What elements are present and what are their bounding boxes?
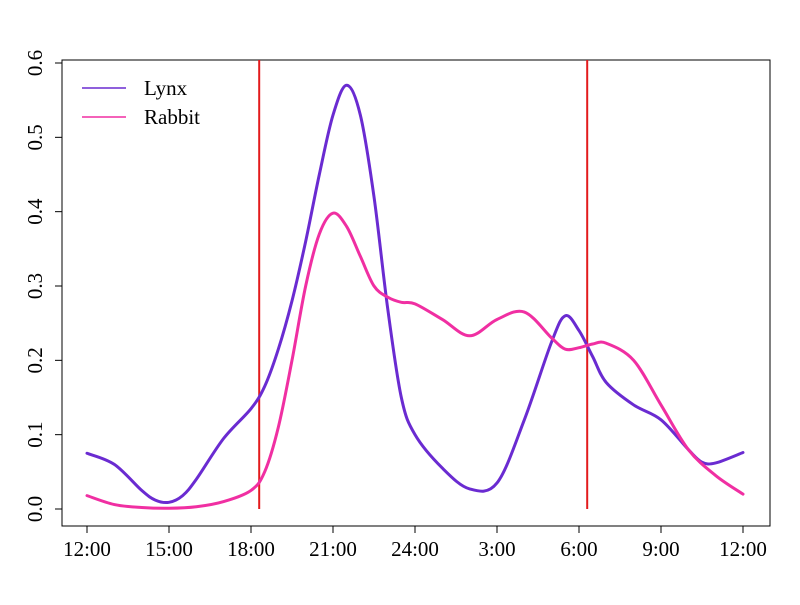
x-tick-label: 6:00 bbox=[560, 537, 597, 561]
x-tick-label: 15:00 bbox=[145, 537, 193, 561]
x-tick-label: 9:00 bbox=[642, 537, 679, 561]
reference-lines bbox=[258, 60, 589, 509]
y-tick-label: 0.0 bbox=[23, 496, 47, 522]
y-tick-label: 0.3 bbox=[23, 273, 47, 299]
y-tick-label: 0.4 bbox=[23, 198, 47, 225]
y-tick-label: 0.6 bbox=[23, 50, 47, 76]
x-tick-label: 24:00 bbox=[391, 537, 439, 561]
legend: Lynx Rabbit bbox=[82, 76, 200, 129]
series-line-lynx bbox=[85, 83, 745, 505]
x-tick-label: 21:00 bbox=[309, 537, 357, 561]
series-line-rabbit bbox=[85, 211, 745, 510]
x-tick-label: 18:00 bbox=[227, 537, 275, 561]
x-tick-label: 12:00 bbox=[719, 537, 767, 561]
y-tick-label: 0.5 bbox=[23, 124, 47, 150]
y-tick-label: 0.2 bbox=[23, 347, 47, 373]
legend-label-lynx: Lynx bbox=[144, 76, 188, 100]
series-group bbox=[85, 83, 745, 510]
plot-frame bbox=[61, 59, 771, 527]
y-axis: 0.0 0.1 0.2 0.3 0.4 0.5 0.6 bbox=[23, 50, 63, 522]
x-axis: 12:00 15:00 18:00 21:00 24:00 3:00 6:00 9:00 12:… bbox=[63, 525, 767, 561]
x-tick-label: 3:00 bbox=[478, 537, 515, 561]
y-tick-label: 0.1 bbox=[23, 422, 47, 448]
legend-label-rabbit: Rabbit bbox=[144, 105, 200, 129]
x-tick-label: 12:00 bbox=[63, 537, 111, 561]
